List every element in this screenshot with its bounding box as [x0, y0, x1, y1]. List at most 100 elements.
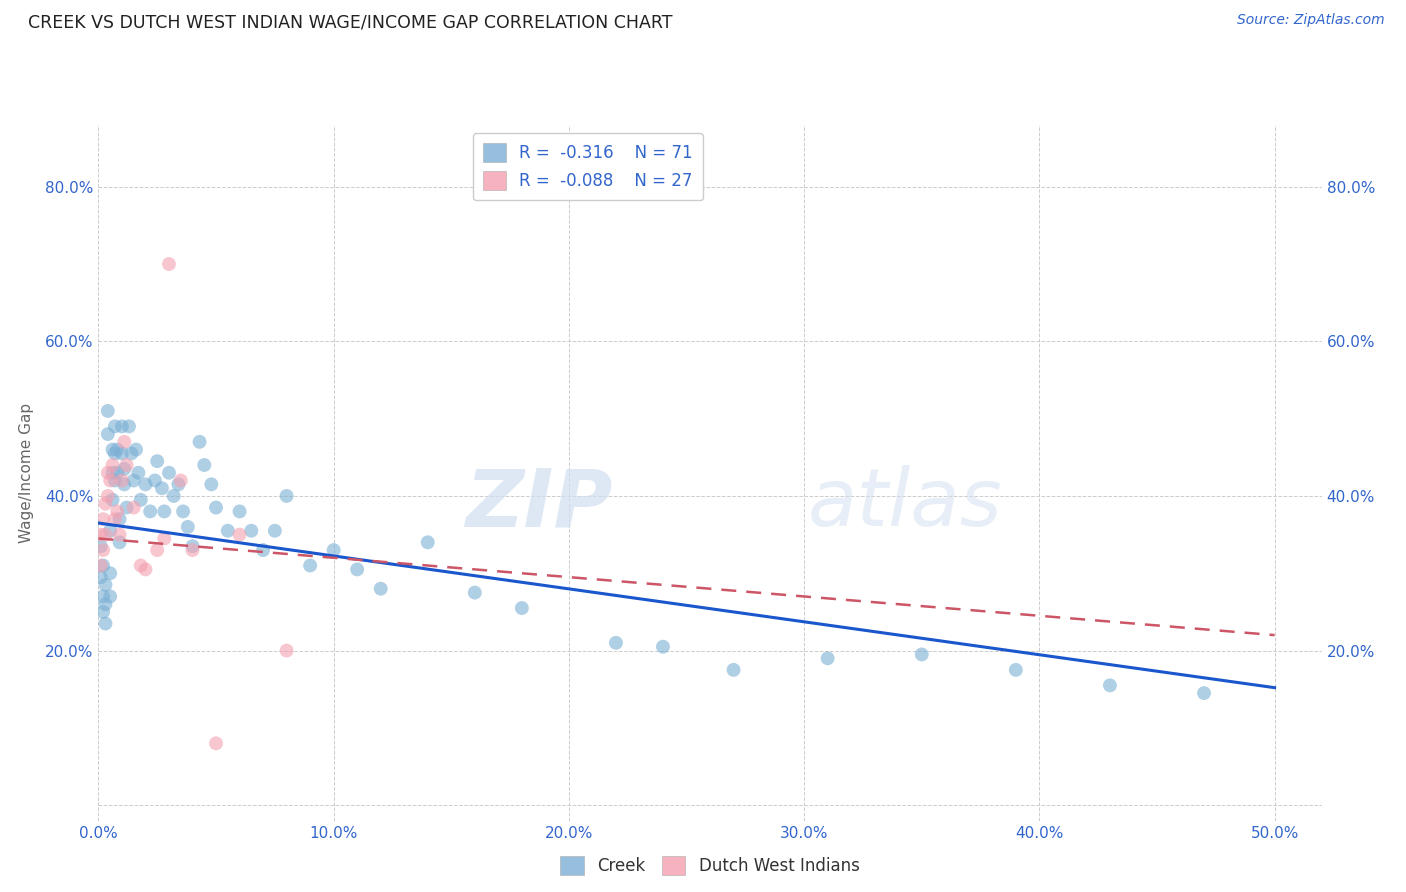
- Point: [153, 504, 176, 518]
- Point: [112, 477, 135, 491]
- Point: [188, 434, 211, 449]
- Point: [146, 454, 169, 468]
- Point: [97, 489, 120, 503]
- Point: [652, 640, 675, 654]
- Text: Source: ZipAtlas.com: Source: ZipAtlas.com: [1237, 13, 1385, 28]
- Point: [108, 512, 131, 526]
- Point: [510, 601, 533, 615]
- Point: [193, 458, 215, 472]
- Point: [97, 427, 120, 442]
- Point: [90, 558, 112, 573]
- Point: [228, 504, 250, 518]
- Point: [97, 404, 120, 418]
- Point: [1004, 663, 1026, 677]
- Point: [723, 663, 745, 677]
- Point: [90, 539, 112, 553]
- Point: [205, 736, 228, 750]
- Point: [134, 562, 156, 576]
- Point: [104, 446, 127, 460]
- Point: [90, 527, 112, 541]
- Point: [911, 648, 934, 662]
- Point: [111, 474, 134, 488]
- Point: [101, 492, 124, 507]
- Point: [118, 419, 141, 434]
- Point: [98, 474, 121, 488]
- Point: [139, 504, 162, 518]
- Point: [120, 446, 142, 460]
- Point: [177, 520, 200, 534]
- Point: [94, 597, 117, 611]
- Point: [112, 462, 135, 476]
- Text: CREEK VS DUTCH WEST INDIAN WAGE/INCOME GAP CORRELATION CHART: CREEK VS DUTCH WEST INDIAN WAGE/INCOME G…: [28, 13, 672, 31]
- Point: [163, 489, 186, 503]
- Point: [91, 605, 114, 619]
- Point: [134, 477, 156, 491]
- Point: [127, 466, 149, 480]
- Point: [97, 466, 120, 480]
- Point: [101, 466, 124, 480]
- Point: [115, 500, 138, 515]
- Point: [153, 532, 176, 546]
- Point: [346, 562, 368, 576]
- Point: [129, 492, 152, 507]
- Point: [122, 474, 145, 488]
- Point: [91, 543, 114, 558]
- Y-axis label: Wage/Income Gap: Wage/Income Gap: [18, 402, 34, 543]
- Point: [299, 558, 322, 573]
- Point: [94, 497, 117, 511]
- Point: [170, 474, 193, 488]
- Point: [112, 434, 135, 449]
- Point: [94, 578, 117, 592]
- Point: [240, 524, 263, 538]
- Point: [181, 543, 204, 558]
- Point: [94, 527, 117, 541]
- Point: [464, 585, 486, 599]
- Point: [276, 489, 298, 503]
- Point: [205, 500, 228, 515]
- Point: [115, 458, 138, 472]
- Point: [98, 590, 121, 604]
- Point: [416, 535, 439, 549]
- Point: [1192, 686, 1215, 700]
- Point: [98, 566, 121, 581]
- Point: [90, 570, 112, 584]
- Point: [146, 543, 169, 558]
- Point: [105, 466, 128, 480]
- Point: [263, 524, 285, 538]
- Point: [105, 442, 128, 457]
- Point: [150, 481, 173, 495]
- Point: [817, 651, 839, 665]
- Point: [104, 512, 127, 526]
- Point: [111, 419, 134, 434]
- Point: [108, 535, 131, 549]
- Point: [91, 590, 114, 604]
- Point: [605, 636, 627, 650]
- Point: [143, 474, 166, 488]
- Point: [122, 500, 145, 515]
- Point: [252, 543, 274, 558]
- Point: [125, 442, 148, 457]
- Point: [108, 527, 131, 541]
- Point: [104, 474, 127, 488]
- Point: [228, 527, 250, 541]
- Point: [91, 558, 114, 573]
- Legend: Creek, Dutch West Indians: Creek, Dutch West Indians: [554, 849, 866, 882]
- Point: [94, 616, 117, 631]
- Point: [111, 446, 134, 460]
- Point: [322, 543, 344, 558]
- Point: [200, 477, 222, 491]
- Point: [101, 442, 124, 457]
- Text: ZIP: ZIP: [465, 465, 612, 543]
- Point: [129, 558, 152, 573]
- Point: [101, 458, 124, 472]
- Point: [167, 477, 190, 491]
- Point: [104, 419, 127, 434]
- Point: [91, 512, 114, 526]
- Point: [98, 524, 121, 538]
- Point: [105, 504, 128, 518]
- Point: [370, 582, 392, 596]
- Point: [217, 524, 239, 538]
- Point: [1098, 678, 1121, 692]
- Point: [157, 466, 180, 480]
- Point: [172, 504, 194, 518]
